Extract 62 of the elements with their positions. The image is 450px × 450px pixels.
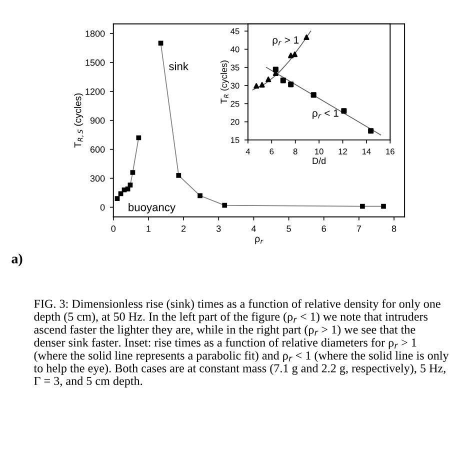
y-tick-label: 300 [90, 175, 105, 182]
point [130, 170, 136, 175]
point [158, 40, 164, 46]
y-tick-label: 1200 [86, 88, 105, 95]
x-tick-label: 10 [315, 148, 324, 154]
point [198, 193, 202, 198]
point [288, 82, 294, 88]
x-tick-label: 12 [338, 148, 347, 154]
y-tick-label: 25 [230, 100, 240, 107]
y-tick-label: 30 [230, 82, 240, 89]
x-tick-label: 6 [270, 148, 274, 154]
y-axis-title: T$_{R}$ (cycles) [220, 60, 229, 104]
y-tick-label: 45 [230, 28, 240, 34]
x-tick-label: 4 [246, 148, 250, 154]
x-tick-label: 6 [322, 225, 326, 232]
point [280, 78, 286, 84]
point [368, 128, 374, 134]
x-tick-label: 2 [182, 225, 186, 232]
x-tick-label: 16 [386, 148, 394, 154]
y-tick-label: 600 [90, 146, 105, 153]
x-tick-label: 5 [286, 226, 291, 232]
point [381, 204, 386, 209]
y-tick-label: 20 [230, 119, 240, 125]
y-tick-label: 40 [230, 46, 240, 52]
point [272, 66, 278, 72]
x-tick-label: 7 [356, 226, 362, 232]
point [266, 76, 272, 82]
x-tick-label: 8 [293, 148, 298, 154]
point [259, 82, 265, 88]
point [360, 204, 365, 209]
y-axis-title: T$_{R,S}$ (cycles) [74, 93, 84, 148]
point [176, 172, 182, 178]
y-tick-label: 900 [90, 117, 105, 124]
x-tick-label: 1 [146, 226, 151, 232]
y-tick-label: 1500 [86, 59, 105, 66]
text: a) [12, 254, 22, 266]
point [136, 135, 142, 140]
y-tick-label: 35 [230, 64, 240, 70]
x-tick-label: 4 [251, 226, 256, 232]
y-tick-label: 1800 [86, 30, 105, 37]
x-tick-label: 8 [392, 225, 396, 232]
point [114, 196, 120, 201]
x-tick-label: 14 [362, 148, 371, 154]
point [222, 202, 228, 208]
point [288, 52, 294, 58]
text: FIG. 3: Dimensionless rise (sink) times as a function of relative density for only one depth (5 cm), at 50 Hz. In the left part of the figure (ρ$_{r}$ < 1) we note that intruders ascend faster the lighter they are, while in the right part (ρ$_{r}$ > 1) we see that the denser sink faster. Inset: rise times as a function of relative diameters for ρ$_{r}$ > 1 (where the solid line represents a parabolic fit) and ρ$_{r}$ < 1 (where the solid line is only to help the eye). Both cases are at constant mass (7.1 g and 2.2 g, respectively), 5 Hz, Γ = 3, and 5 cm depth. [34, 299, 449, 388]
annotation: buoyancy [128, 203, 176, 214]
point [128, 182, 133, 188]
x-tick-label: 0 [111, 225, 116, 232]
point [125, 186, 130, 192]
point [310, 92, 316, 98]
x-axis-title: D/d [312, 157, 326, 164]
point [304, 34, 310, 40]
annotation: ρ$_{r}$ > 1 [272, 36, 299, 46]
x-axis-title: ρ$_{r}$ [255, 236, 264, 244]
point [341, 108, 347, 114]
y-tick-label: 0 [100, 204, 105, 211]
y-tick-label: 15 [230, 137, 240, 144]
point [254, 83, 260, 89]
annotation: sink [169, 62, 188, 70]
x-tick-label: 3 [216, 225, 221, 232]
annotation: ρ$_{r}$ < 1 [312, 110, 338, 119]
